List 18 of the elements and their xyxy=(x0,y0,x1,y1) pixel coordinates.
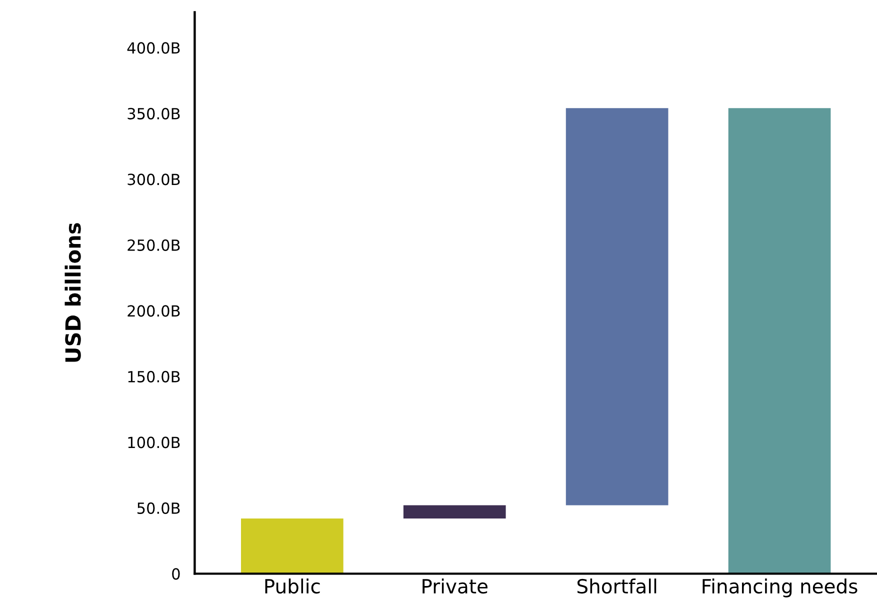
bar xyxy=(240,518,344,574)
bar xyxy=(728,108,831,574)
x-tick-label: Shortfall xyxy=(577,578,656,594)
y-tick-label: 150.0B xyxy=(128,370,180,382)
y-tick-label: 400.0B xyxy=(127,42,180,54)
x-tick-label: Private xyxy=(422,578,488,594)
y-tick-label: 100.0B xyxy=(128,436,180,448)
y-tick-label: 300.0B xyxy=(128,174,180,186)
y-tick-label: 200.0B xyxy=(128,305,180,317)
x-tick-label: Financing needs xyxy=(702,578,858,598)
y-tick-label: 50.0B xyxy=(137,502,180,514)
x-tick-label: Public xyxy=(265,578,320,594)
y-tick-label: 250.0B xyxy=(128,239,180,251)
y-axis-title: USD billions xyxy=(64,223,81,362)
y-tick-label: 0 xyxy=(172,568,180,580)
y-tick-label: 350.0B xyxy=(128,108,180,120)
bar xyxy=(566,108,668,506)
bar xyxy=(403,505,506,518)
